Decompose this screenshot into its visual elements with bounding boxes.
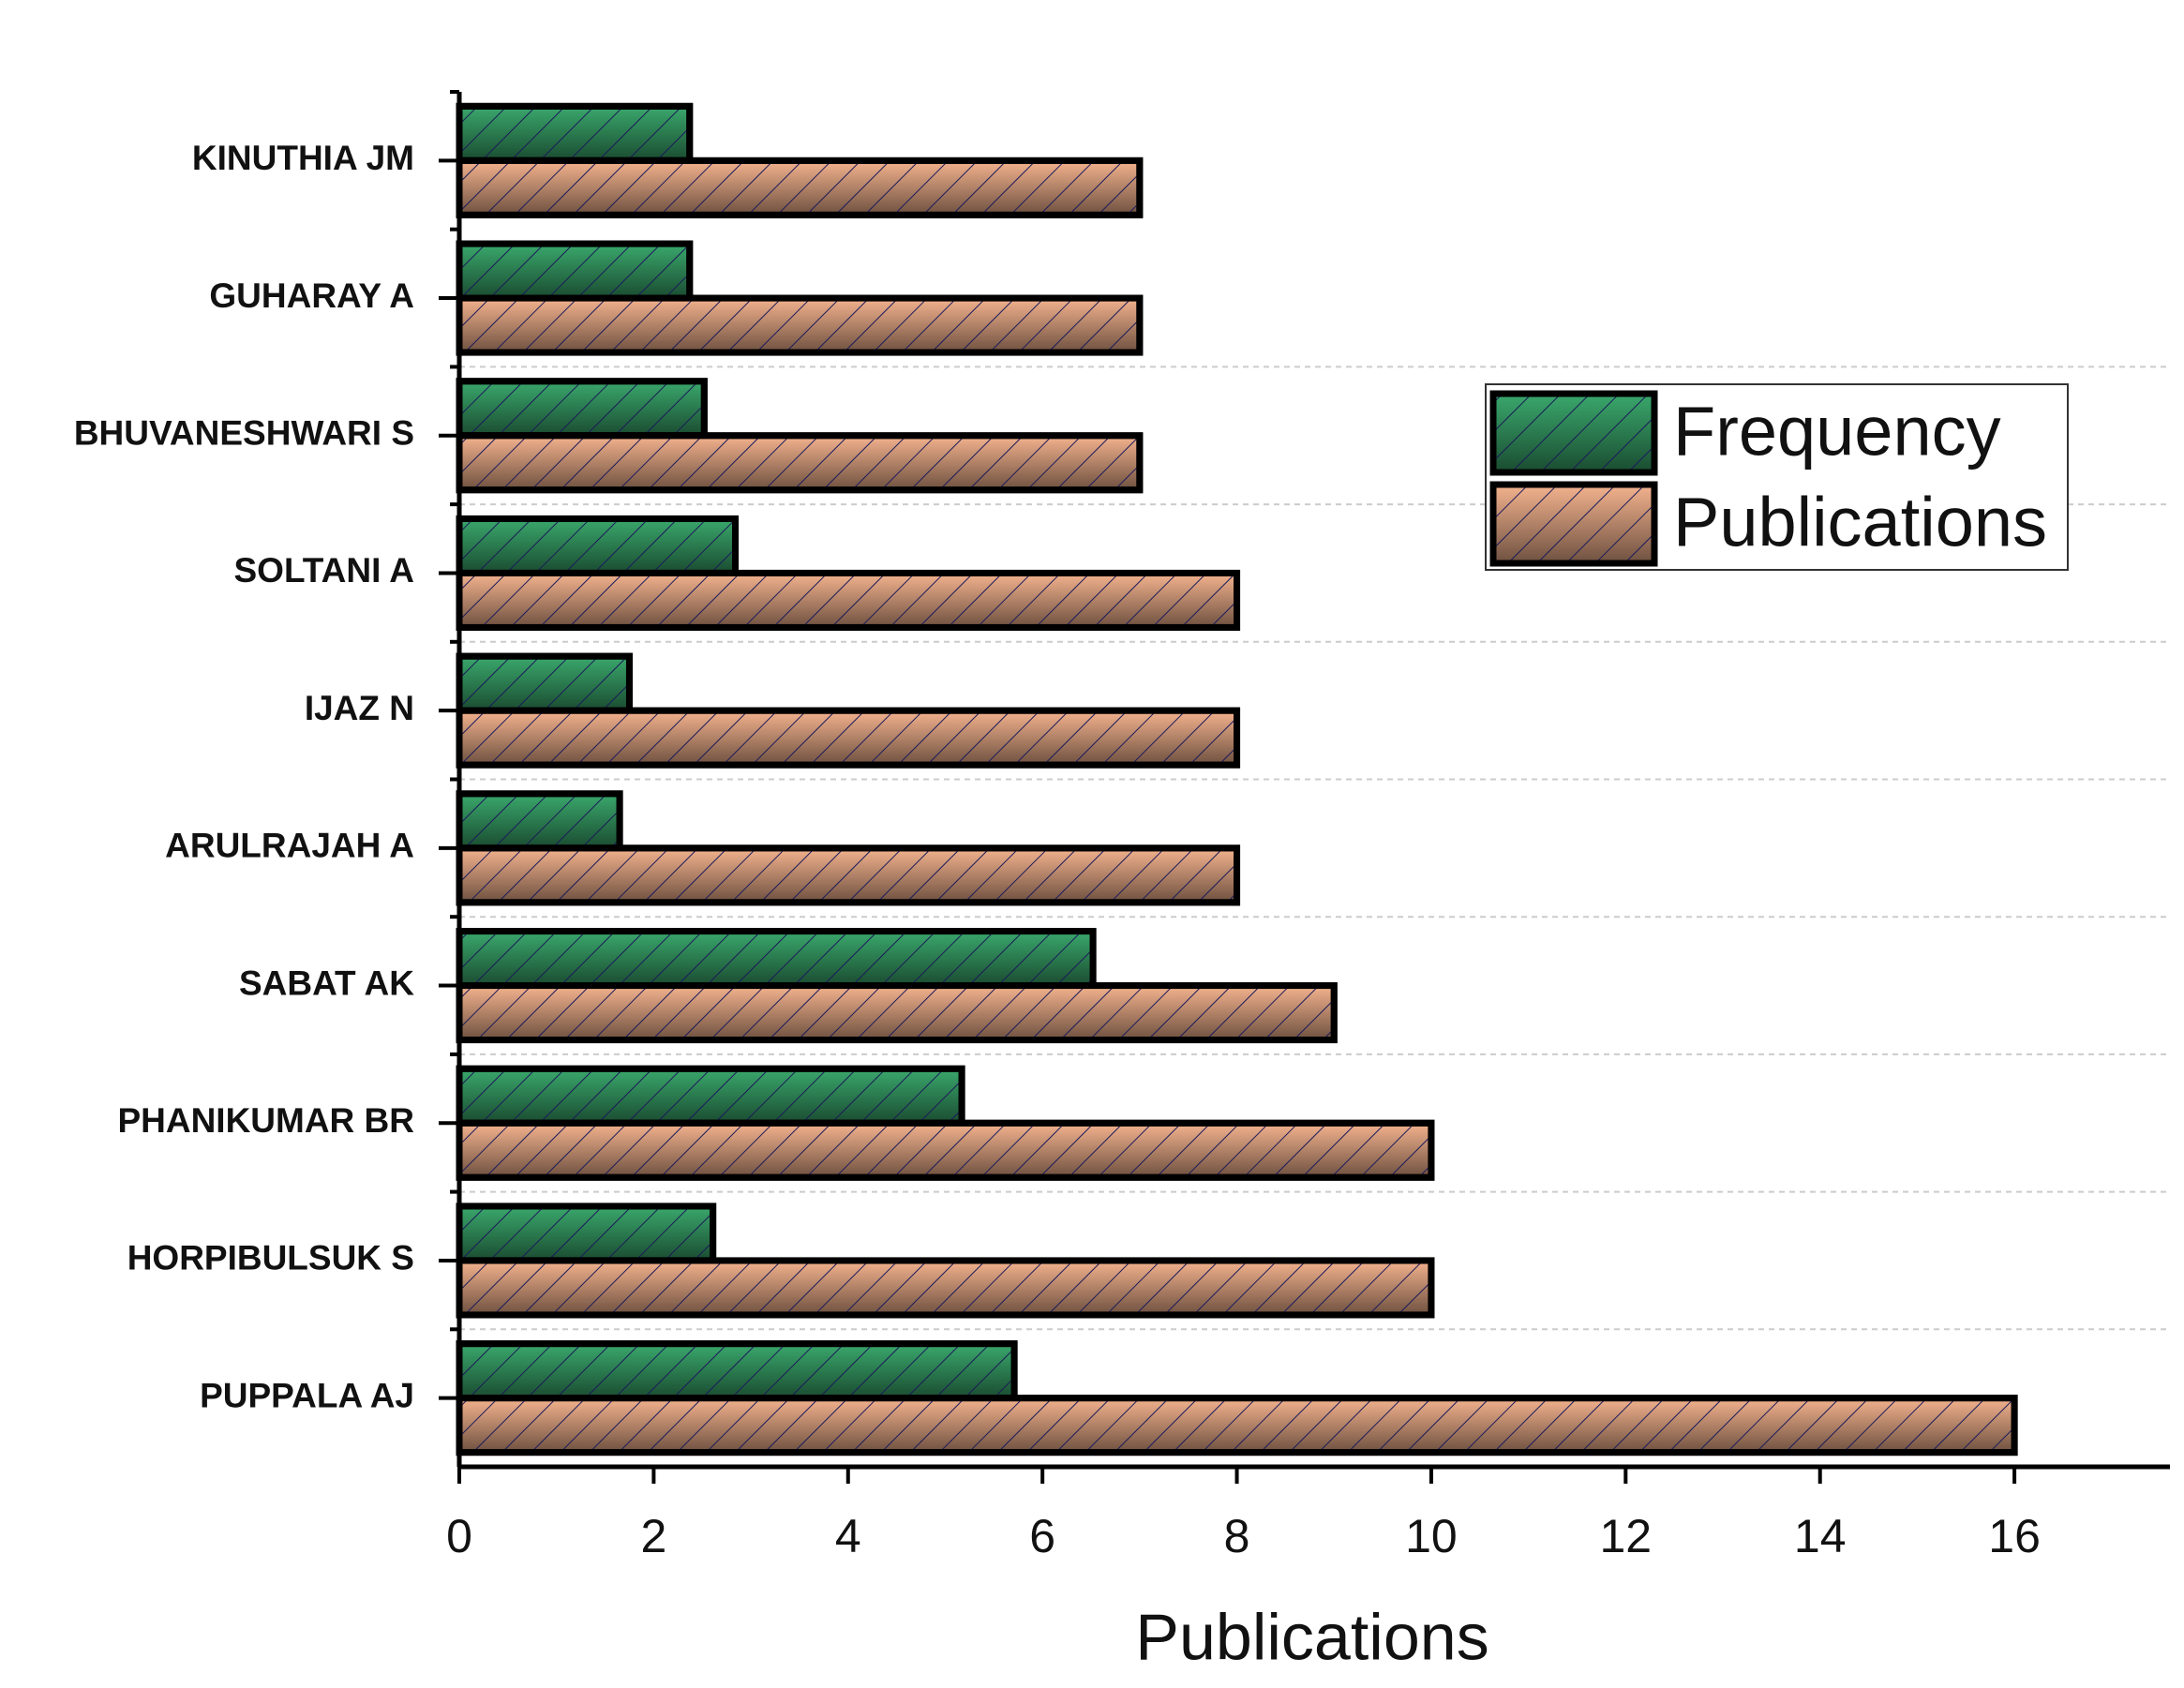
y-tick-label: HORPIBULSUK S xyxy=(127,1239,414,1277)
bar-hatch xyxy=(456,1065,965,1127)
y-tick-label: SABAT AK xyxy=(239,964,414,1002)
x-tick-label: 16 xyxy=(1988,1510,2041,1562)
legend-label: Publications xyxy=(1673,484,2047,561)
y-tick-label: SOLTANI A xyxy=(233,551,414,590)
bar-hatch xyxy=(456,928,1097,990)
bar-hatch xyxy=(456,378,708,440)
bar-hatch xyxy=(456,790,623,852)
y-tick-label: GUHARAY A xyxy=(209,276,414,315)
x-tick-label: 4 xyxy=(835,1510,861,1562)
bar-hatch xyxy=(456,652,633,714)
legend-label: Frequency xyxy=(1673,393,2001,471)
y-tick-label: IJAZ N xyxy=(305,689,414,727)
x-tick-label: 12 xyxy=(1600,1510,1653,1562)
bar-hatch xyxy=(456,515,739,576)
bar-hatch xyxy=(456,157,1144,218)
bar-hatch xyxy=(456,1119,1435,1181)
x-tick-label: 10 xyxy=(1405,1510,1458,1562)
bar-hatch xyxy=(456,294,1144,356)
bar-hatch xyxy=(456,707,1241,769)
bar-hatch xyxy=(456,1257,1435,1319)
bar-hatch xyxy=(456,1203,717,1264)
y-tick-label: ARULRAJAH A xyxy=(165,827,414,865)
bar-hatch xyxy=(456,844,1241,906)
bar-hatch xyxy=(456,240,694,302)
bar-hatch xyxy=(456,432,1144,494)
bar-hatch xyxy=(456,1395,2018,1456)
x-tick-label: 6 xyxy=(1029,1510,1055,1562)
bar-hatch xyxy=(456,569,1241,631)
x-axis-label: Publications xyxy=(1135,1600,1488,1673)
legend-hatch xyxy=(1489,481,1658,567)
bar-hatch xyxy=(456,102,694,164)
x-tick-label: 0 xyxy=(446,1510,472,1562)
y-tick-label: PHANIKUMAR BR xyxy=(117,1101,414,1140)
y-tick-label: BHUVANESHWARI S xyxy=(74,414,414,453)
bar-hatch xyxy=(456,982,1338,1044)
x-tick-label: 2 xyxy=(640,1510,666,1562)
legend-hatch xyxy=(1489,390,1658,476)
x-tick-label: 14 xyxy=(1794,1510,1847,1562)
x-tick-label: 8 xyxy=(1224,1510,1250,1562)
y-tick-label: KINUTHIA JM xyxy=(192,139,414,177)
bar-hatch xyxy=(456,1340,1018,1402)
y-tick-label: PUPPALA AJ xyxy=(200,1376,414,1414)
